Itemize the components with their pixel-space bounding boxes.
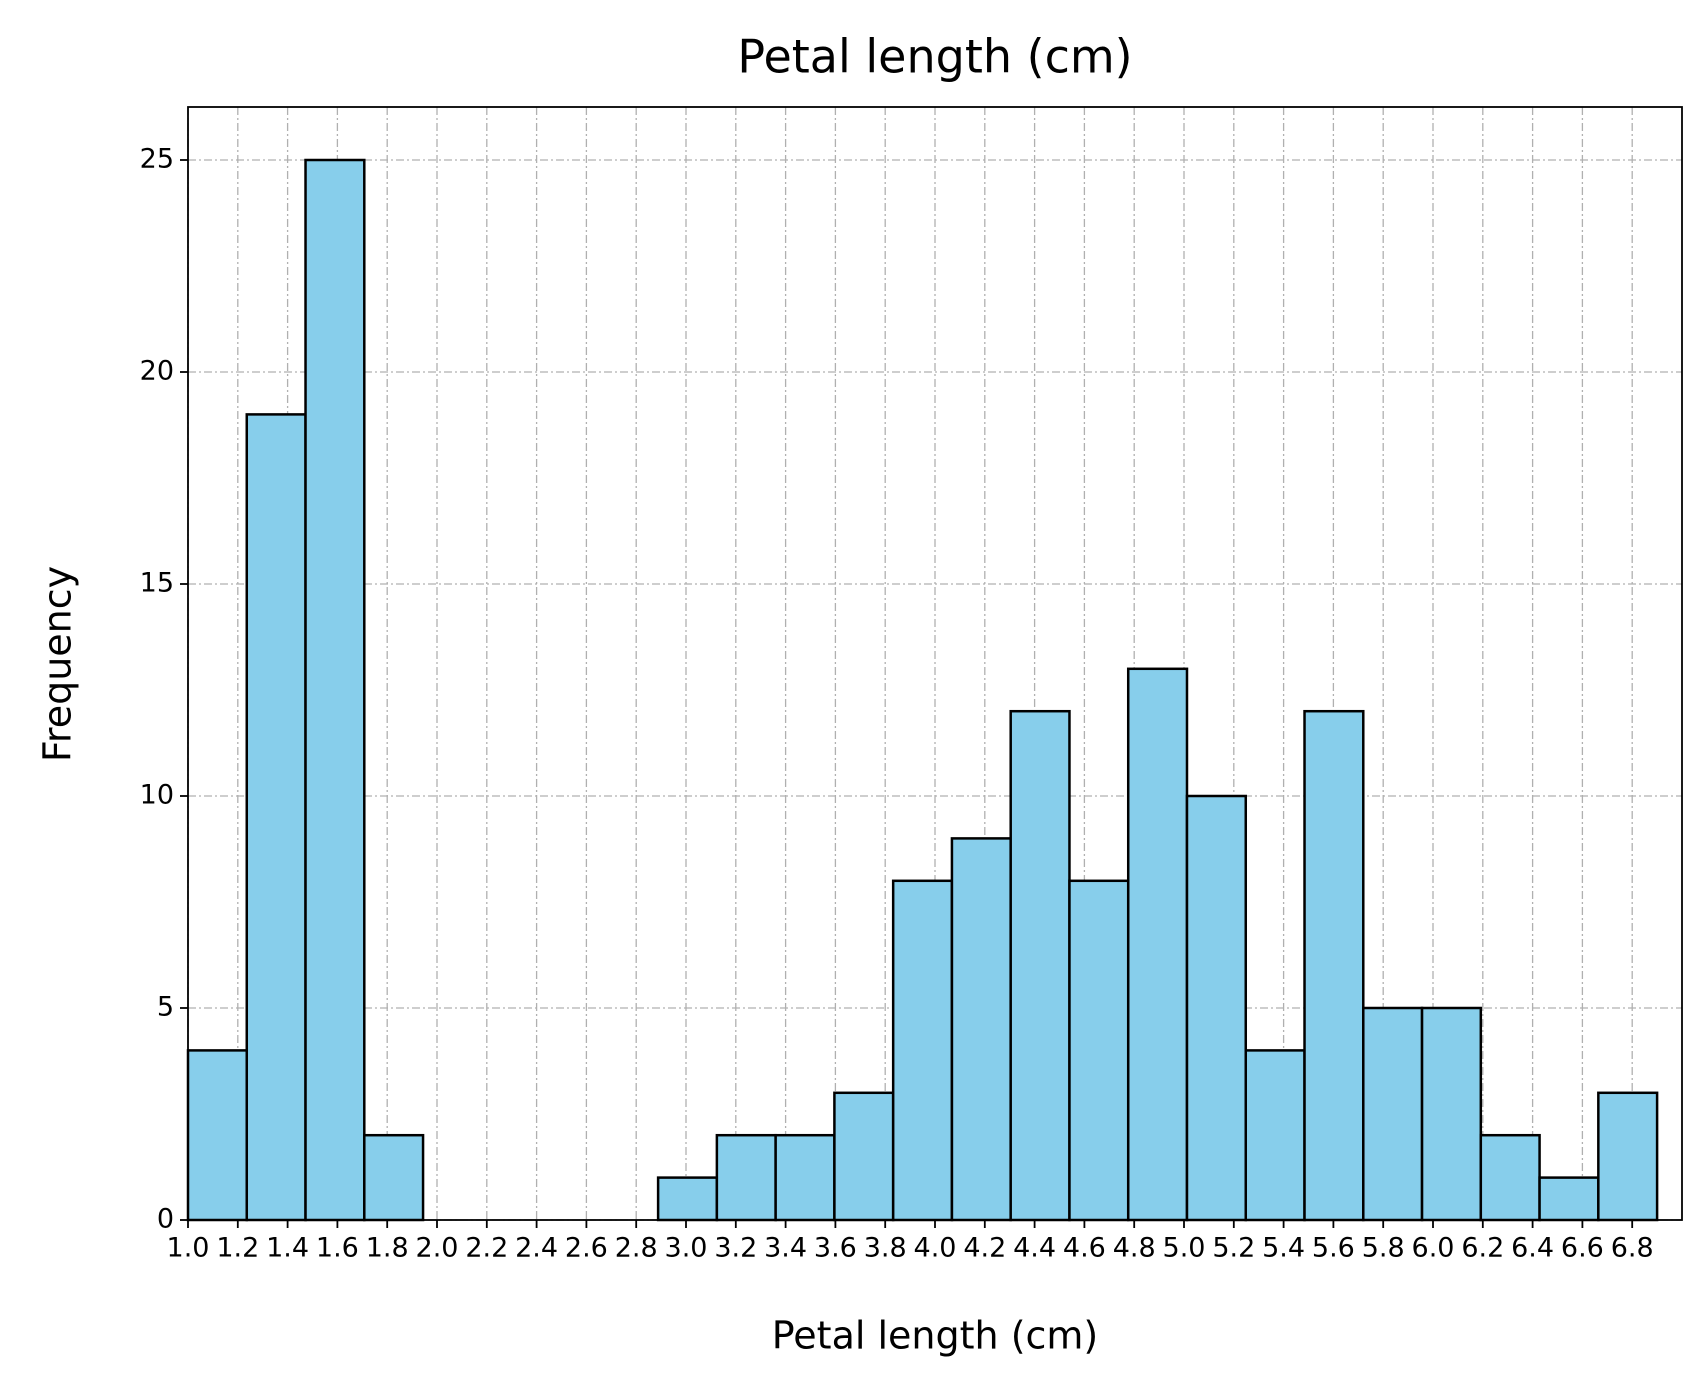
x-tick-label: 2.6: [565, 1233, 608, 1264]
bar: [304, 158, 366, 1222]
bar: [774, 1133, 836, 1222]
x-tick-label: 1.8: [366, 1233, 409, 1264]
x-tick-label: 6.2: [1461, 1233, 1504, 1264]
bar: [245, 413, 307, 1222]
x-tick-label: 1.0: [167, 1233, 210, 1264]
bar: [1597, 1091, 1659, 1222]
x-axis-label: Petal length (cm): [772, 1314, 1099, 1358]
bar: [1126, 667, 1189, 1222]
bar: [1303, 709, 1365, 1222]
x-tick-label: 2.4: [515, 1233, 558, 1264]
x-tick-label: 5.8: [1362, 1233, 1405, 1264]
x-tick-label: 5.0: [1163, 1233, 1206, 1264]
bar: [1009, 709, 1071, 1222]
bar: [656, 1176, 719, 1222]
x-tick-label: 6.8: [1611, 1233, 1654, 1264]
x-tick-label: 1.6: [316, 1233, 359, 1264]
x-tick-label: 2.0: [416, 1233, 459, 1264]
bar: [1185, 794, 1248, 1222]
y-tick-label: 15: [140, 568, 174, 599]
x-tick-label: 5.2: [1212, 1233, 1255, 1264]
y-tick-label: 10: [140, 780, 174, 811]
bar: [1068, 879, 1130, 1222]
bar: [363, 1133, 425, 1222]
x-tick-label: 4.4: [1013, 1233, 1056, 1264]
bar: [833, 1091, 895, 1222]
bar: [1420, 1006, 1483, 1222]
x-tick-label: 5.4: [1262, 1233, 1305, 1264]
x-tick-label: 4.2: [963, 1233, 1006, 1264]
y-tick-label: 20: [140, 356, 174, 387]
x-tick-label: 3.8: [864, 1233, 907, 1264]
bar: [1244, 1049, 1306, 1222]
x-tick-label: 3.4: [764, 1233, 807, 1264]
y-tick-label: 0: [157, 1204, 174, 1235]
bar: [891, 879, 954, 1222]
y-axis-label: Frequency: [36, 566, 80, 762]
y-tick-label: 25: [140, 144, 174, 175]
bar: [1362, 1006, 1424, 1222]
x-tick-label: 5.6: [1312, 1233, 1355, 1264]
x-tick-label: 6.6: [1561, 1233, 1604, 1264]
bar: [1538, 1176, 1600, 1222]
x-tick-label: 6.0: [1412, 1233, 1455, 1264]
x-tick-label: 1.2: [216, 1233, 259, 1264]
bar: [950, 837, 1012, 1222]
y-tick-label: 5: [157, 992, 174, 1023]
chart-title: Petal length (cm): [737, 30, 1132, 84]
bar: [1479, 1133, 1541, 1222]
x-tick-label: 6.4: [1511, 1233, 1554, 1264]
x-tick-label: 2.2: [465, 1233, 508, 1264]
x-tick-label: 1.4: [266, 1233, 309, 1264]
x-tick-label: 4.8: [1113, 1233, 1156, 1264]
x-tick-label: 2.8: [615, 1233, 658, 1264]
bar: [715, 1133, 777, 1222]
x-tick-label: 3.2: [714, 1233, 757, 1264]
bar: [186, 1049, 249, 1222]
x-tick-label: 4.0: [914, 1233, 957, 1264]
x-tick-label: 3.6: [814, 1233, 857, 1264]
x-tick-label: 4.6: [1063, 1233, 1106, 1264]
x-tick-label: 3.0: [665, 1233, 708, 1264]
